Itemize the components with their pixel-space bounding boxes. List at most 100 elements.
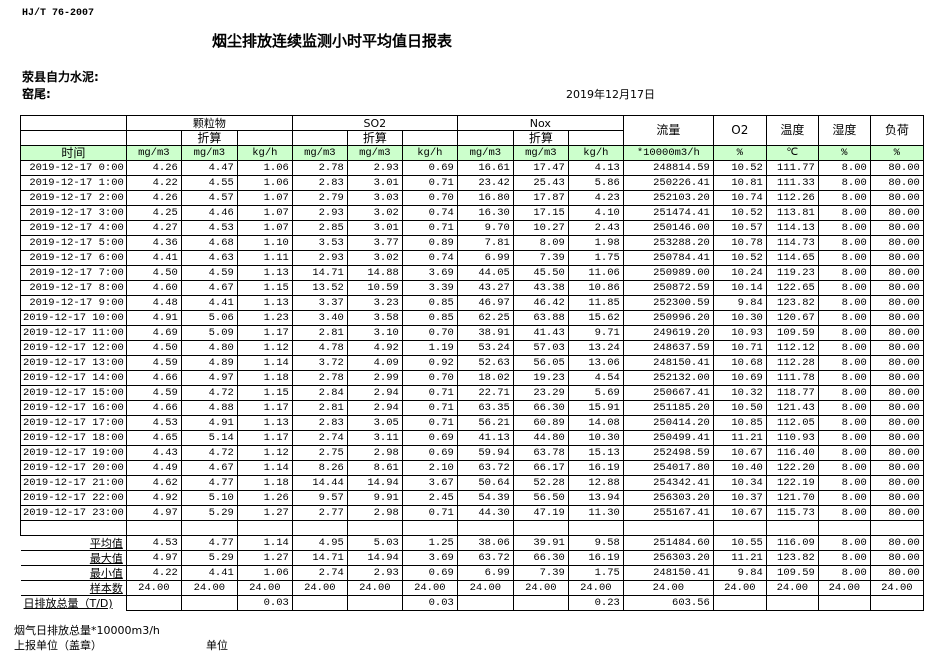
- value-cell: 57.03: [512, 340, 569, 356]
- summary-value: 8.00: [817, 535, 871, 551]
- time-cell: 2019-12-17 22:00: [20, 490, 127, 506]
- value-cell: 0.69: [401, 430, 458, 446]
- value-cell: 16.19: [567, 460, 624, 476]
- summary-value: 14.94: [346, 550, 403, 566]
- table-row: 2019-12-17 5:00 4.36 4.68 1.10 3.53 3.77 0.89 7…: [20, 235, 924, 251]
- value-cell: 80.00: [869, 220, 924, 236]
- value-cell: 3.02: [346, 205, 403, 221]
- value-cell: 10.30: [567, 430, 624, 446]
- value-cell: 122.20: [765, 460, 819, 476]
- value-cell: 250499.41: [622, 430, 714, 446]
- value-cell: 10.52: [712, 160, 767, 176]
- value-cell: 16.30: [456, 205, 514, 221]
- header-load: 负荷: [869, 115, 924, 146]
- value-cell: 8.00: [817, 400, 871, 416]
- value-cell: 250414.20: [622, 415, 714, 431]
- summary-value: 16.19: [567, 550, 624, 566]
- value-cell: 80.00: [869, 250, 924, 266]
- summary-value: 24.00: [291, 580, 348, 596]
- value-cell: 0.71: [401, 400, 458, 416]
- value-cell: 4.53: [180, 220, 238, 236]
- value-cell: 10.27: [512, 220, 569, 236]
- value-cell: 0.71: [401, 415, 458, 431]
- unit-cell: kg/h: [567, 145, 624, 161]
- value-cell: 80.00: [869, 280, 924, 296]
- value-cell: 1.17: [236, 430, 293, 446]
- value-cell: 8.00: [817, 340, 871, 356]
- standard-code: HJ/T 76-2007: [22, 8, 95, 19]
- header-empty: [20, 115, 127, 131]
- value-cell: 114.13: [765, 220, 819, 236]
- value-cell: 252300.59: [622, 295, 714, 311]
- value-cell: 16.61: [456, 160, 514, 176]
- value-cell: 1.15: [236, 385, 293, 401]
- value-cell: 62.25: [456, 310, 514, 326]
- summary-value: 6.99: [456, 565, 514, 581]
- value-cell: 80.00: [869, 340, 924, 356]
- value-cell: 252132.00: [622, 370, 714, 386]
- value-cell: 3.11: [346, 430, 403, 446]
- value-cell: 56.21: [456, 415, 514, 431]
- value-cell: 8.00: [817, 190, 871, 206]
- value-cell: 5.10: [180, 490, 238, 506]
- value-cell: 121.70: [765, 490, 819, 506]
- value-cell: 2.99: [346, 370, 403, 386]
- value-cell: 4.67: [180, 460, 238, 476]
- summary-value: 24.00: [512, 580, 569, 596]
- value-cell: 1.14: [236, 355, 293, 371]
- header-particulate: 颗粒物: [125, 115, 293, 131]
- value-cell: 1.07: [236, 220, 293, 236]
- summary-value: 4.77: [180, 535, 238, 551]
- empty-cell: [346, 520, 403, 536]
- value-cell: 2.98: [346, 445, 403, 461]
- summary-value: 109.59: [765, 565, 819, 581]
- value-cell: 250667.41: [622, 385, 714, 401]
- value-cell: 10.50: [712, 400, 767, 416]
- summary-label: 日排放总量（T/D): [20, 595, 127, 611]
- value-cell: 2.94: [346, 385, 403, 401]
- summary-value: 5.03: [346, 535, 403, 551]
- value-cell: 3.01: [346, 175, 403, 191]
- value-cell: 4.78: [291, 340, 348, 356]
- value-cell: 2.43: [567, 220, 624, 236]
- value-cell: 2.81: [291, 325, 348, 341]
- value-cell: 10.52: [712, 205, 767, 221]
- table-row: 2019-12-17 14:00 4.66 4.97 1.18 2.78 2.99 0.70…: [20, 370, 924, 386]
- value-cell: 252103.20: [622, 190, 714, 206]
- value-cell: 8.00: [817, 295, 871, 311]
- summary-row: 最大值 4.97 5.29 1.27 14.71 14.94 3.69 63.72 66.30 1…: [20, 550, 924, 566]
- value-cell: 115.73: [765, 505, 819, 521]
- header-time: 时间: [20, 145, 127, 161]
- value-cell: 44.80: [512, 430, 569, 446]
- value-cell: 9.84: [712, 295, 767, 311]
- hourly-report-table: 颗粒物 SO2 Nox 流量 O2 温度 湿度 负荷 折算 折算 折算 时间 m…: [20, 115, 924, 611]
- empty-cell: [712, 520, 767, 536]
- value-cell: 13.06: [567, 355, 624, 371]
- value-cell: 8.00: [817, 265, 871, 281]
- value-cell: 10.14: [712, 280, 767, 296]
- value-cell: 8.00: [817, 385, 871, 401]
- summary-value: 7.39: [512, 565, 569, 581]
- value-cell: 4.77: [180, 475, 238, 491]
- value-cell: 8.00: [817, 325, 871, 341]
- value-cell: 4.67: [180, 280, 238, 296]
- value-cell: 121.43: [765, 400, 819, 416]
- value-cell: 111.33: [765, 175, 819, 191]
- value-cell: 80.00: [869, 370, 924, 386]
- value-cell: 2.83: [291, 415, 348, 431]
- value-cell: 10.74: [712, 190, 767, 206]
- value-cell: 5.14: [180, 430, 238, 446]
- time-cell: 2019-12-17 20:00: [20, 460, 127, 476]
- value-cell: 80.00: [869, 205, 924, 221]
- value-cell: 4.41: [180, 295, 238, 311]
- value-cell: 4.53: [125, 415, 182, 431]
- value-cell: 4.80: [180, 340, 238, 356]
- value-cell: 3.39: [401, 280, 458, 296]
- value-cell: 1.17: [236, 400, 293, 416]
- value-cell: 3.67: [401, 475, 458, 491]
- value-cell: 4.22: [125, 175, 182, 191]
- value-cell: 4.09: [346, 355, 403, 371]
- value-cell: 1.19: [401, 340, 458, 356]
- value-cell: 3.05: [346, 415, 403, 431]
- value-cell: 114.73: [765, 235, 819, 251]
